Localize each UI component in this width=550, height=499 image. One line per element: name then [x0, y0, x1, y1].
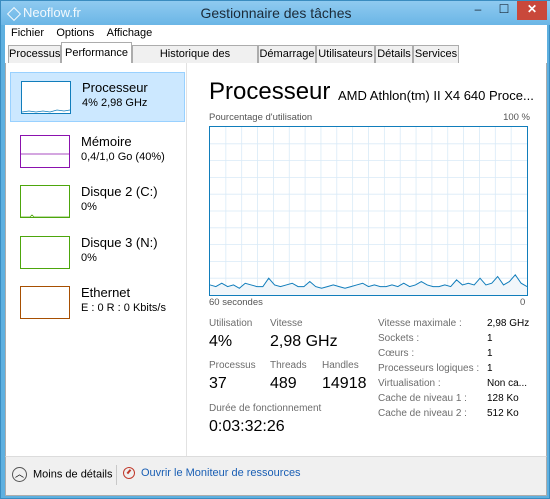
menu-options[interactable]: Options — [56, 27, 95, 39]
cpu-usage-area — [210, 274, 527, 295]
tab-bar: Processus Performance Historique des app… — [5, 42, 547, 76]
window-title: Gestionnaire des tâches — [200, 5, 352, 21]
detail-logical-processors-label: Processeurs logiques : — [378, 363, 480, 374]
sidebar-item-processeur[interactable]: Processeur 4% 2,98 GHz — [10, 72, 185, 122]
tab-details[interactable]: Détails — [375, 45, 413, 63]
menu-bar: Fichier Options Affichage — [5, 25, 547, 42]
detail-sockets-label: Sockets : — [378, 333, 420, 344]
tab-services[interactable]: Services — [413, 45, 459, 63]
utilisation-label: Utilisation — [209, 318, 253, 329]
footer-bar: ︿ Moins de détails Ouvrir le Moniteur de … — [5, 456, 547, 496]
ethernet-thumbnail-graph — [20, 286, 70, 319]
sidebar-item-value: 0% — [81, 252, 97, 264]
detail-cores-label: Cœurs : — [378, 348, 415, 359]
graph-axis-time-label: 60 secondes — [209, 297, 263, 308]
cpu-thumbnail-graph — [21, 81, 71, 114]
vitesse-value: 2,98 GHz — [270, 333, 338, 350]
tab-processus[interactable]: Processus — [8, 45, 61, 63]
sidebar-item-disque-c[interactable]: Disque 2 (C:) 0% — [10, 177, 185, 227]
graph-axis-zero-label: 0 — [520, 297, 526, 308]
detail-virtualization-value: Non ca... — [487, 378, 528, 389]
disk-c-thumbnail-graph — [20, 185, 70, 218]
footer-separator — [116, 465, 117, 485]
resource-monitor-label: Ouvrir le Moniteur de ressources — [141, 467, 301, 479]
uptime-value: 0:03:32:26 — [209, 418, 285, 435]
resource-monitor-link[interactable]: Ouvrir le Moniteur de ressources — [123, 467, 301, 480]
detail-max-speed-value: 2,98 GHz — [487, 318, 530, 329]
sidebar-item-value: E : 0 R : 0 Kbits/s — [81, 302, 166, 314]
maximize-button[interactable]: ☐ — [498, 2, 510, 16]
sidebar-item-memoire[interactable]: Mémoire 0,4/1,0 Go (40%) — [10, 127, 185, 177]
detail-virtualization-label: Virtualisation : — [378, 378, 441, 389]
handles-label: Handles — [322, 360, 359, 371]
cpu-usage-line — [210, 274, 527, 289]
resource-sidebar: Processeur 4% 2,98 GHz Mémoire 0,4/1,0 G… — [6, 63, 187, 456]
cpu-detail-pane: Processeur AMD Athlon(tm) II X4 640 Proc… — [202, 63, 542, 456]
sidebar-item-value: 0% — [81, 201, 97, 213]
sidebar-item-label: Processeur — [82, 80, 148, 95]
resource-monitor-icon — [123, 467, 135, 480]
handles-value: 14918 — [322, 375, 367, 392]
tab-utilisateurs[interactable]: Utilisateurs — [316, 45, 375, 63]
menu-fichier[interactable]: Fichier — [11, 27, 45, 39]
memory-thumbnail-graph — [20, 135, 70, 168]
sidebar-item-label: Disque 3 (N:) — [81, 235, 158, 250]
detail-l1-cache-label: Cache de niveau 1 : — [378, 393, 467, 404]
graph-label: Pourcentage d'utilisation — [209, 112, 313, 123]
detail-max-speed-label: Vitesse maximale : — [378, 318, 462, 329]
close-button[interactable]: ✕ — [517, 1, 547, 20]
sidebar-item-label: Disque 2 (C:) — [81, 184, 158, 199]
detail-l2-cache-label: Cache de niveau 2 : — [378, 408, 467, 419]
tab-historique[interactable]: Historique des applications — [132, 45, 258, 76]
minimize-button[interactable]: – — [474, 2, 482, 16]
sidebar-item-label: Mémoire — [81, 134, 132, 149]
chevron-up-icon: ︿ — [12, 467, 27, 482]
tab-performance[interactable]: Performance — [61, 42, 132, 64]
sidebar-item-ethernet[interactable]: Ethernet E : 0 R : 0 Kbits/s — [10, 278, 185, 328]
threads-label: Threads — [270, 360, 307, 371]
menu-affichage[interactable]: Affichage — [106, 27, 153, 39]
detail-l2-cache-value: 512 Ko — [487, 408, 519, 419]
uptime-label: Durée de fonctionnement — [209, 403, 322, 414]
disk-n-thumbnail-graph — [20, 236, 70, 269]
vitesse-label: Vitesse — [270, 318, 303, 329]
detail-cores-value: 1 — [487, 348, 493, 359]
title-bar[interactable]: Neoflow.fr Gestionnaire des tâches – ☐ ✕ — [1, 1, 550, 25]
graph-max-label: 100 % — [503, 112, 530, 123]
processus-value: 37 — [209, 375, 227, 392]
threads-value: 489 — [270, 375, 297, 392]
less-details-button[interactable]: ︿ Moins de détails — [12, 467, 113, 482]
page-title: Processeur — [209, 78, 331, 105]
sidebar-item-value: 4% 2,98 GHz — [82, 97, 148, 109]
sidebar-item-value: 0,4/1,0 Go (40%) — [81, 151, 165, 163]
sidebar-item-label: Ethernet — [81, 285, 131, 300]
processus-label: Processus — [209, 360, 256, 371]
performance-panel: Processeur 4% 2,98 GHz Mémoire 0,4/1,0 G… — [5, 63, 547, 456]
graph-grid — [210, 127, 527, 295]
cpu-usage-graph — [209, 126, 528, 296]
tab-demarrage[interactable]: Démarrage — [258, 45, 316, 63]
less-details-label: Moins de détails — [33, 468, 113, 481]
detail-l1-cache-value: 128 Ko — [487, 393, 519, 404]
cpu-model-name: AMD Athlon(tm) II X4 640 Proce... — [338, 88, 534, 103]
sidebar-item-disque-n[interactable]: Disque 3 (N:) 0% — [10, 228, 185, 278]
utilisation-value: 4% — [209, 333, 233, 350]
watermark-text: Neoflow.fr — [23, 5, 81, 20]
watermark: Neoflow.fr — [6, 5, 81, 21]
detail-sockets-value: 1 — [487, 333, 493, 344]
detail-logical-processors-value: 1 — [487, 363, 493, 374]
